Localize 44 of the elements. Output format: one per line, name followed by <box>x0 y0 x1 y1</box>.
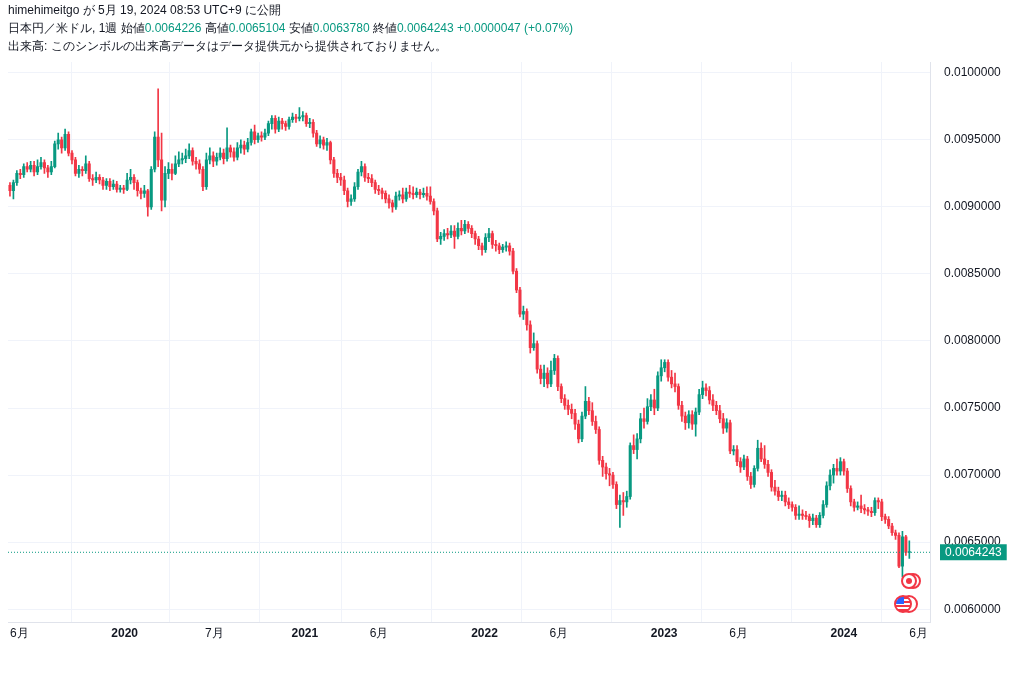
candlestick <box>618 494 622 528</box>
candlestick <box>835 458 839 476</box>
candlestick <box>642 407 646 429</box>
candlestick <box>804 510 808 520</box>
candlestick <box>859 494 863 513</box>
candlestick <box>325 138 329 151</box>
candlestick <box>308 118 312 129</box>
x-tick-label: 6月 <box>549 626 569 641</box>
text: 始値0.0064226 高値0.0065104 安値0.0063780 終値0.0064243 +0.0000047 (+0.07%) <box>120 21 574 35</box>
x-tick-label: 2024 <box>830 626 858 641</box>
x-tick-label: 2020 <box>111 626 139 641</box>
y-tick-label: 0.0090000 <box>944 199 1002 214</box>
candlestick <box>301 111 305 122</box>
x-tick-label: 2022 <box>471 626 499 641</box>
y-tick-label: 0.0060000 <box>944 601 1002 616</box>
x-tick-label: 6月 <box>369 626 389 641</box>
candlestick <box>780 490 784 501</box>
candlestick <box>122 185 126 194</box>
candlestick <box>621 492 625 516</box>
candlestick <box>504 241 508 252</box>
candlestick <box>294 113 298 123</box>
candlestick <box>408 185 412 198</box>
y-tick-label: 0.0080000 <box>944 333 1002 348</box>
text: 出来高: このシンボルの出来高データはデータ提供元から提供されておりません。 <box>8 39 448 54</box>
ref-line-label: 0.0064243 <box>945 544 1003 559</box>
candlestick <box>18 168 22 180</box>
y-tick-label: 0.0095000 <box>944 132 1002 147</box>
candlestick <box>439 232 443 245</box>
x-tick-label: 7月 <box>204 626 224 641</box>
x-tick-label: 6月 <box>729 626 748 641</box>
y-tick-label: 0.0100000 <box>944 65 1002 80</box>
x-tick-label: 2021 <box>291 626 319 641</box>
candlestick <box>797 505 801 520</box>
text: himehimeitgo が 5月 19, 2024 08:53 UTC+9 に公開 <box>8 3 283 18</box>
y-tick-label: 0.0085000 <box>944 266 1002 281</box>
y-tick-label: 0.0075000 <box>944 400 1002 415</box>
x-tick-label: 6月 <box>9 626 29 641</box>
y-tick-label: 0.0070000 <box>944 467 1002 482</box>
candlestick <box>425 186 429 201</box>
x-tick-label: 2023 <box>650 626 678 641</box>
x-tick-label: 6月 <box>909 626 929 641</box>
candlestick <box>411 186 415 200</box>
chart-title: 日本円／米ドル, 1週 <box>8 21 118 35</box>
candlestick <box>866 506 870 516</box>
